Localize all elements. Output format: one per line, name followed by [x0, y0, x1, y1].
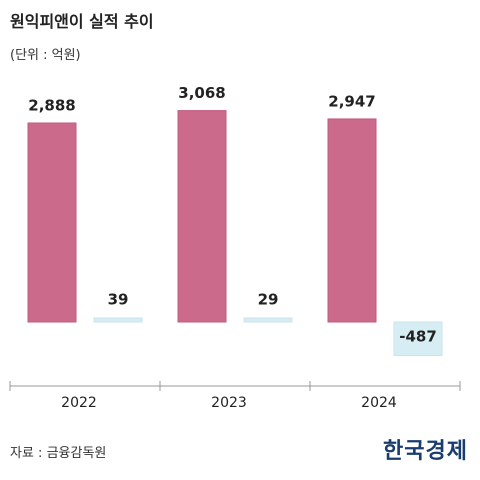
bar-series-1-2023: [177, 110, 227, 323]
bar-series-1-2024: [327, 118, 377, 323]
bar-series-2-2023: [243, 317, 293, 323]
chart-title: 원익피앤이 실적 추이: [10, 12, 154, 31]
x-tick-label-2023: 2023: [211, 395, 247, 411]
bar-series-1-2022: [27, 122, 77, 323]
unit-note: (단위 : 억원): [10, 48, 81, 63]
data-label-series-2-2023: 29: [258, 291, 279, 309]
data-label-series-2-2024: -487: [399, 328, 437, 346]
data-label-series-1-2024: 2,947: [328, 92, 375, 110]
x-tick-label-2022: 2022: [61, 395, 97, 411]
data-label-series-2-2022: 39: [108, 291, 129, 309]
data-label-series-1-2023: 3,068: [178, 84, 225, 102]
bar-series-2-2024: [393, 321, 443, 357]
source-note: 자료 : 금융감독원: [10, 446, 107, 461]
x-tick-label-2024: 2024: [361, 395, 397, 411]
publisher-logo: 한국경제: [383, 438, 468, 464]
data-label-series-1-2022: 2,888: [28, 97, 75, 115]
bar-series-2-2022: [93, 317, 143, 323]
